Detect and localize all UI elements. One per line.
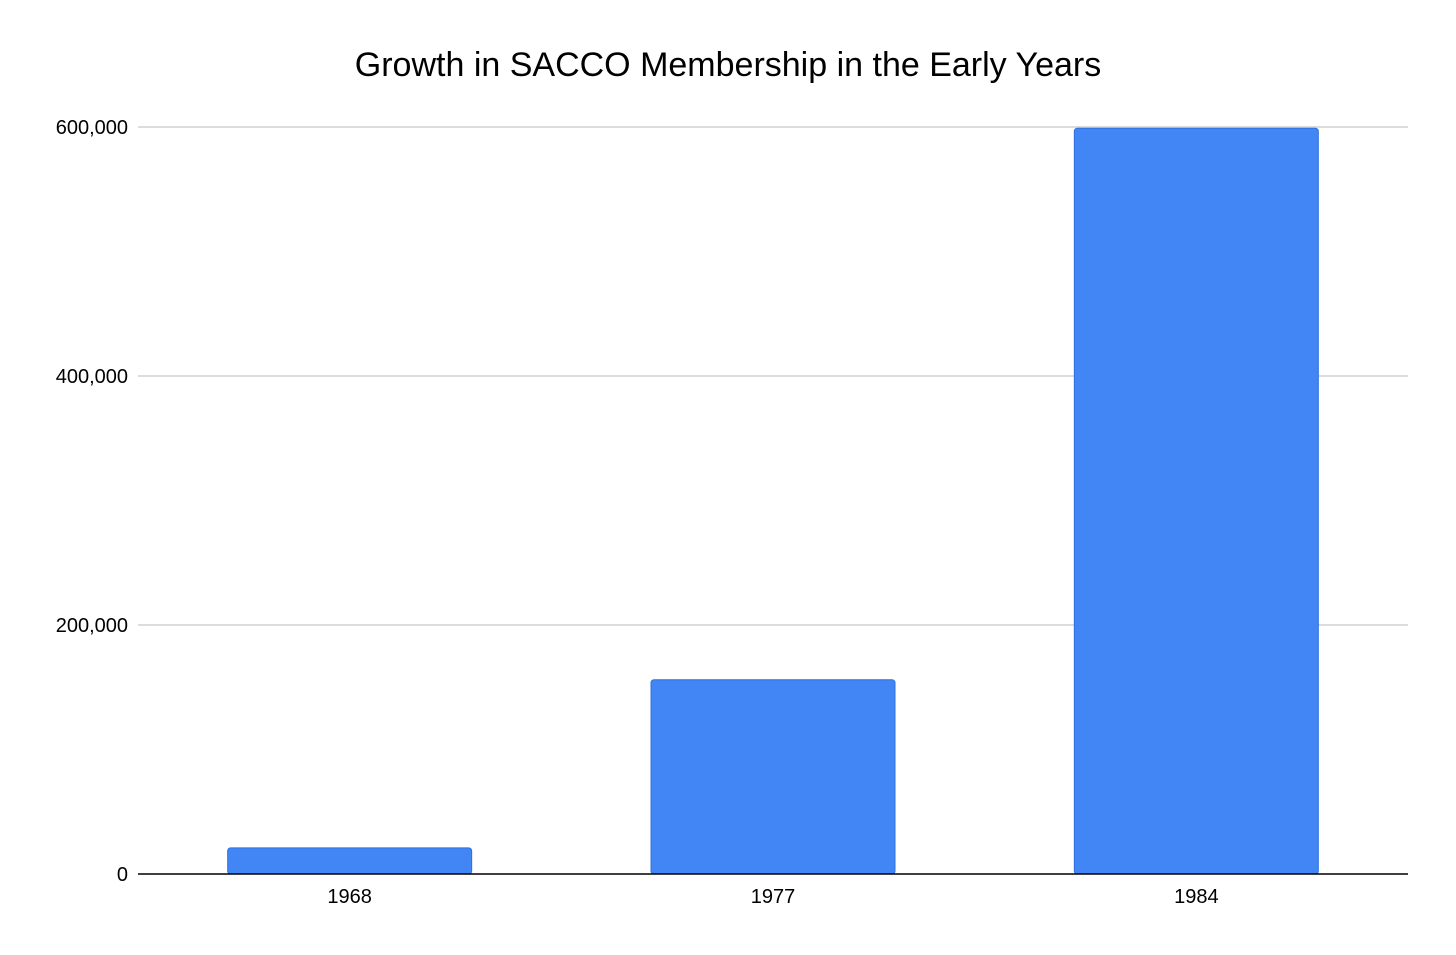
x-tick-label-1977: 1977 [751,886,796,908]
y-tick-label: 200,000 [56,615,128,637]
y-tick-label: 400,000 [56,366,128,388]
bar-1968 [227,847,473,875]
x-tick-label-1984: 1984 [1174,886,1219,908]
y-axis-tick-labels: 0 200,000 400,000 600,000 [56,117,128,886]
bars [227,127,1319,875]
bar-1984 [1073,127,1319,875]
x-axis-tick-labels: 1968 1977 1984 [327,886,1218,908]
y-tick-label: 0 [117,864,128,886]
bar-1977 [650,679,896,875]
chart-title: Growth in SACCO Membership in the Early … [355,46,1101,84]
x-tick-label-1968: 1968 [327,886,372,908]
y-tick-label: 600,000 [56,117,128,139]
